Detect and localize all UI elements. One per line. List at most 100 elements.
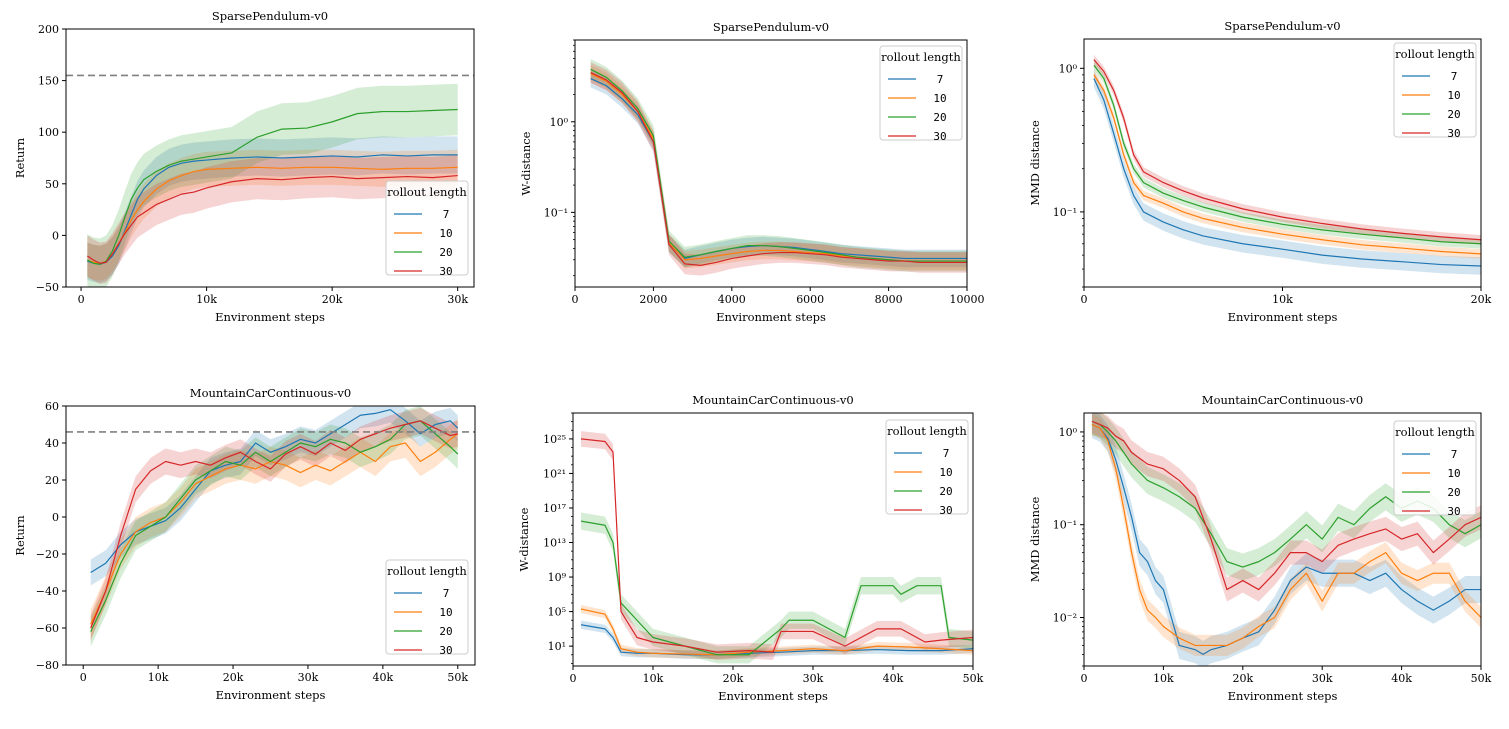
x-tick: 40k <box>1391 666 1412 685</box>
x-tick: 10k <box>1272 287 1293 306</box>
legend-label: 30 <box>439 644 452 657</box>
x-tick: 0 <box>570 666 577 685</box>
y-tick-label: 10⁻¹ <box>1053 519 1077 532</box>
y-tick: −60 <box>36 622 66 635</box>
chart-title: SparsePendulum-v0 <box>713 20 829 34</box>
x-tick-label: 0 <box>1081 293 1088 306</box>
x-tick: 50k <box>963 666 984 685</box>
y-tick: −50 <box>36 281 66 294</box>
y-tick-label: 50 <box>45 178 59 191</box>
chart-title: MountainCarContinuous-v0 <box>692 393 853 407</box>
axes-frame <box>1083 412 1482 667</box>
y-tick-label: 0 <box>52 511 59 524</box>
x-tick: 40k <box>883 666 904 685</box>
legend-label: 7 <box>443 587 450 600</box>
plot-area <box>1093 54 1481 275</box>
chart-title: SparsePendulum-v0 <box>1224 19 1340 33</box>
y-tick: 10⁻² <box>1053 611 1084 624</box>
x-tick-label: 0 <box>1081 672 1088 685</box>
y-tick-label: 10¹⁷ <box>543 502 566 515</box>
legend: rollout length 7 10 20 30 <box>1393 42 1477 140</box>
x-tick: 20k <box>723 666 744 685</box>
plot-area <box>90 406 459 647</box>
y-tick-label: 10⁻¹ <box>1053 206 1077 219</box>
y-tick: 10⁻¹ <box>1053 519 1084 532</box>
y-tick: 40 <box>45 437 66 450</box>
band-20 <box>90 406 458 647</box>
y-tick: 20 <box>45 474 66 487</box>
x-tick-label: 20k <box>1232 672 1253 685</box>
series-line-30 <box>90 420 458 629</box>
legend-title: rollout length <box>1395 47 1475 61</box>
y-tick: 10²¹ <box>543 467 573 480</box>
chart-mc-return: 0 10k 20k 30k 40k 50k −80 −60 −40 −20 0 20 40 60 Mount… <box>13 386 476 702</box>
x-tick-label: 10k <box>1272 293 1293 306</box>
y-tick: 10⁰ <box>1059 426 1084 439</box>
y-tick: 0 <box>52 229 66 242</box>
legend: rollout length 7 10 20 30 <box>385 559 469 657</box>
y-tick: −80 <box>36 659 66 672</box>
x-tick: 0 <box>78 287 85 306</box>
x-tick: 30k <box>447 287 468 306</box>
y-tick-label: 10⁻¹ <box>544 206 568 219</box>
series-line-20 <box>1093 64 1481 245</box>
legend-title: rollout length <box>881 50 961 64</box>
series-line-30 <box>580 438 973 653</box>
x-tick-label: 20k <box>223 671 244 684</box>
y-tick-label: 10⁰ <box>550 116 569 129</box>
plot-area <box>590 58 967 276</box>
legend-label: 20 <box>1447 108 1460 121</box>
x-tick: 30k <box>803 666 824 685</box>
x-tick-label: 4000 <box>718 293 746 306</box>
x-tick-label: 0 <box>570 672 577 685</box>
series-line-30 <box>87 174 458 264</box>
series-line-30 <box>590 71 967 266</box>
x-tick: 2000 <box>639 287 667 306</box>
x-tick-label: 40k <box>1391 672 1412 685</box>
y-tick-label: 10⁰ <box>1059 62 1078 75</box>
legend-label: 20 <box>439 625 452 638</box>
x-tick: 0 <box>80 665 87 684</box>
y-tick: 0 <box>52 511 66 524</box>
x-tick-label: 10k <box>1153 672 1174 685</box>
y-tick: −20 <box>36 548 66 561</box>
band-20 <box>87 83 458 287</box>
axes-frame <box>65 405 476 666</box>
y-tick: 50 <box>45 178 66 191</box>
band-30 <box>581 431 973 660</box>
series-line-30 <box>1093 59 1481 241</box>
legend-label: 20 <box>933 111 946 124</box>
x-tick-label: 10k <box>148 671 169 684</box>
band-20 <box>1093 60 1481 249</box>
band-30 <box>87 154 458 284</box>
chart-mc-wdist: 0 10k 20k 30k 40k 50k 10¹ 10⁵ 10⁹ 10¹³ 10¹⁷ 10²¹ 10²… <box>517 393 984 703</box>
band-10 <box>87 149 458 281</box>
band-30 <box>1091 413 1481 602</box>
y-axis-label: MMD distance <box>1028 120 1042 206</box>
x-tick: 20k <box>322 287 343 306</box>
x-tick: 20k <box>223 665 244 684</box>
legend-label: 10 <box>439 606 452 619</box>
y-axis-label: W-distance <box>519 131 533 195</box>
legend-label: 10 <box>933 92 946 105</box>
y-axis-label: W-distance <box>517 507 531 571</box>
y-axis-label: MMD distance <box>1028 497 1042 583</box>
legend-label: 30 <box>1447 505 1460 518</box>
y-tick-label: 100 <box>38 126 59 139</box>
x-tick: 0 <box>1081 287 1088 306</box>
legend-label: 10 <box>1447 467 1460 480</box>
x-tick-label: 10k <box>196 293 217 306</box>
y-tick-label: 10⁹ <box>548 571 567 584</box>
y-tick-label: 40 <box>45 437 59 450</box>
y-tick-label: −20 <box>36 548 59 561</box>
x-tick-label: 30k <box>803 672 824 685</box>
y-tick-label: 200 <box>38 23 59 36</box>
x-tick: 6000 <box>796 287 824 306</box>
x-tick: 0 <box>1081 666 1088 685</box>
y-tick: −40 <box>36 585 66 598</box>
x-tick-label: 20k <box>1471 293 1492 306</box>
series-line-20 <box>90 420 459 632</box>
legend-title: rollout length <box>887 424 967 438</box>
y-tick-label: 10⁵ <box>548 606 566 619</box>
